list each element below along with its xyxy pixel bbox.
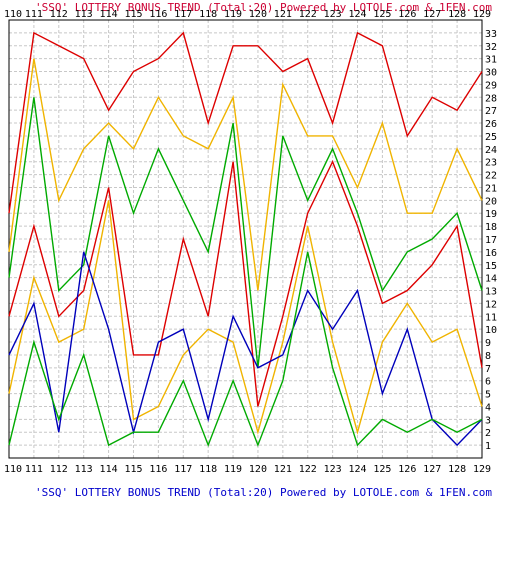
y-tick-label: 20 xyxy=(485,196,497,207)
y-tick-label: 27 xyxy=(485,106,497,117)
x-tick-label-top: 113 xyxy=(75,9,93,20)
x-tick-label-top: 111 xyxy=(25,9,43,20)
plot-frame xyxy=(8,19,483,459)
x-tick-label-bottom: 121 xyxy=(274,464,292,475)
y-tick-label: 6 xyxy=(485,377,491,388)
series-line-1 xyxy=(8,31,483,214)
y-tick-label: 30 xyxy=(485,68,497,79)
chart-title: 'SSQ' LOTTERY BONUS TREND (Total:20) Pow… xyxy=(35,1,492,14)
y-tick-label: 5 xyxy=(485,390,491,401)
y-tick-label: 15 xyxy=(485,261,497,272)
x-tick-label-bottom: 114 xyxy=(100,464,118,475)
chart-footer: 'SSQ' LOTTERY BONUS TREND (Total:20) Pow… xyxy=(35,486,492,499)
x-tick-label-top: 115 xyxy=(124,9,142,20)
x-tick-label-bottom: 126 xyxy=(398,464,416,475)
axes: 1234567891011121314151617181920212223242… xyxy=(4,9,497,475)
x-tick-label-top: 126 xyxy=(398,9,416,20)
y-tick-label: 22 xyxy=(485,171,497,182)
series-line-2 xyxy=(8,58,483,291)
y-tick-label: 23 xyxy=(485,158,497,169)
x-tick-label-top: 120 xyxy=(249,9,267,20)
x-tick-label-bottom: 124 xyxy=(348,464,366,475)
x-tick-label-top: 125 xyxy=(373,9,391,20)
x-tick-label-bottom: 118 xyxy=(199,464,217,475)
series-line-4 xyxy=(8,159,483,407)
series-line-6 xyxy=(8,251,483,447)
y-tick-label: 11 xyxy=(485,312,497,323)
y-tick-label: 24 xyxy=(485,145,497,156)
x-tick-label-top: 122 xyxy=(299,9,317,20)
x-tick-label-bottom: 112 xyxy=(50,464,68,475)
y-tick-label: 9 xyxy=(485,338,491,349)
x-tick-label-bottom: 115 xyxy=(124,464,142,475)
y-tick-label: 10 xyxy=(485,325,497,336)
y-tick-label: 28 xyxy=(485,93,497,104)
y-tick-label: 18 xyxy=(485,222,497,233)
x-tick-label-bottom: 125 xyxy=(373,464,391,475)
y-tick-label: 16 xyxy=(485,248,497,259)
x-tick-label-top: 121 xyxy=(274,9,292,20)
y-tick-label: 29 xyxy=(485,80,497,91)
y-tick-label: 3 xyxy=(485,415,491,426)
x-tick-label-bottom: 123 xyxy=(324,464,342,475)
x-tick-label-bottom: 127 xyxy=(423,464,441,475)
x-tick-label-bottom: 120 xyxy=(249,464,267,475)
x-tick-label-top: 112 xyxy=(50,9,68,20)
y-tick-label: 4 xyxy=(485,402,491,413)
y-tick-label: 2 xyxy=(485,428,491,439)
y-tick-label: 26 xyxy=(485,119,497,130)
x-tick-label-top: 110 xyxy=(4,9,22,20)
series-line-7 xyxy=(8,251,483,448)
y-tick-label: 33 xyxy=(485,29,497,40)
series-lines xyxy=(8,31,483,448)
x-tick-label-bottom: 111 xyxy=(25,464,43,475)
y-tick-label: 31 xyxy=(485,55,497,66)
x-tick-label-top: 128 xyxy=(448,9,466,20)
x-tick-label-top: 124 xyxy=(348,9,366,20)
x-tick-label-bottom: 129 xyxy=(473,464,491,475)
x-tick-label-bottom: 119 xyxy=(224,464,242,475)
x-tick-label-bottom: 110 xyxy=(4,464,22,475)
x-tick-label-top: 116 xyxy=(149,9,167,20)
y-tick-label: 25 xyxy=(485,132,497,143)
x-tick-label-bottom: 117 xyxy=(174,464,192,475)
y-tick-label: 14 xyxy=(485,274,497,285)
x-tick-label-top: 118 xyxy=(199,9,217,20)
y-tick-label: 8 xyxy=(485,351,491,362)
x-tick-label-top: 129 xyxy=(473,9,491,20)
x-tick-label-bottom: 116 xyxy=(149,464,167,475)
x-tick-label-top: 117 xyxy=(174,9,192,20)
y-tick-label: 17 xyxy=(485,235,497,246)
x-tick-label-top: 119 xyxy=(224,9,242,20)
y-tick-label: 12 xyxy=(485,299,497,310)
x-tick-label-bottom: 113 xyxy=(75,464,93,475)
series-line-3 xyxy=(8,97,483,368)
y-tick-label: 21 xyxy=(485,183,497,194)
x-tick-label-bottom: 128 xyxy=(448,464,466,475)
series-line-5 xyxy=(8,200,483,435)
x-tick-label-top: 123 xyxy=(324,9,342,20)
y-tick-label: 19 xyxy=(485,209,497,220)
y-tick-label: 32 xyxy=(485,42,497,53)
y-tick-label: 7 xyxy=(485,364,491,375)
x-tick-label-top: 127 xyxy=(423,9,441,20)
x-tick-label-top: 114 xyxy=(100,9,118,20)
y-tick-label: 13 xyxy=(485,287,497,298)
x-tick-label-bottom: 122 xyxy=(299,464,317,475)
y-tick-label: 1 xyxy=(485,441,491,452)
